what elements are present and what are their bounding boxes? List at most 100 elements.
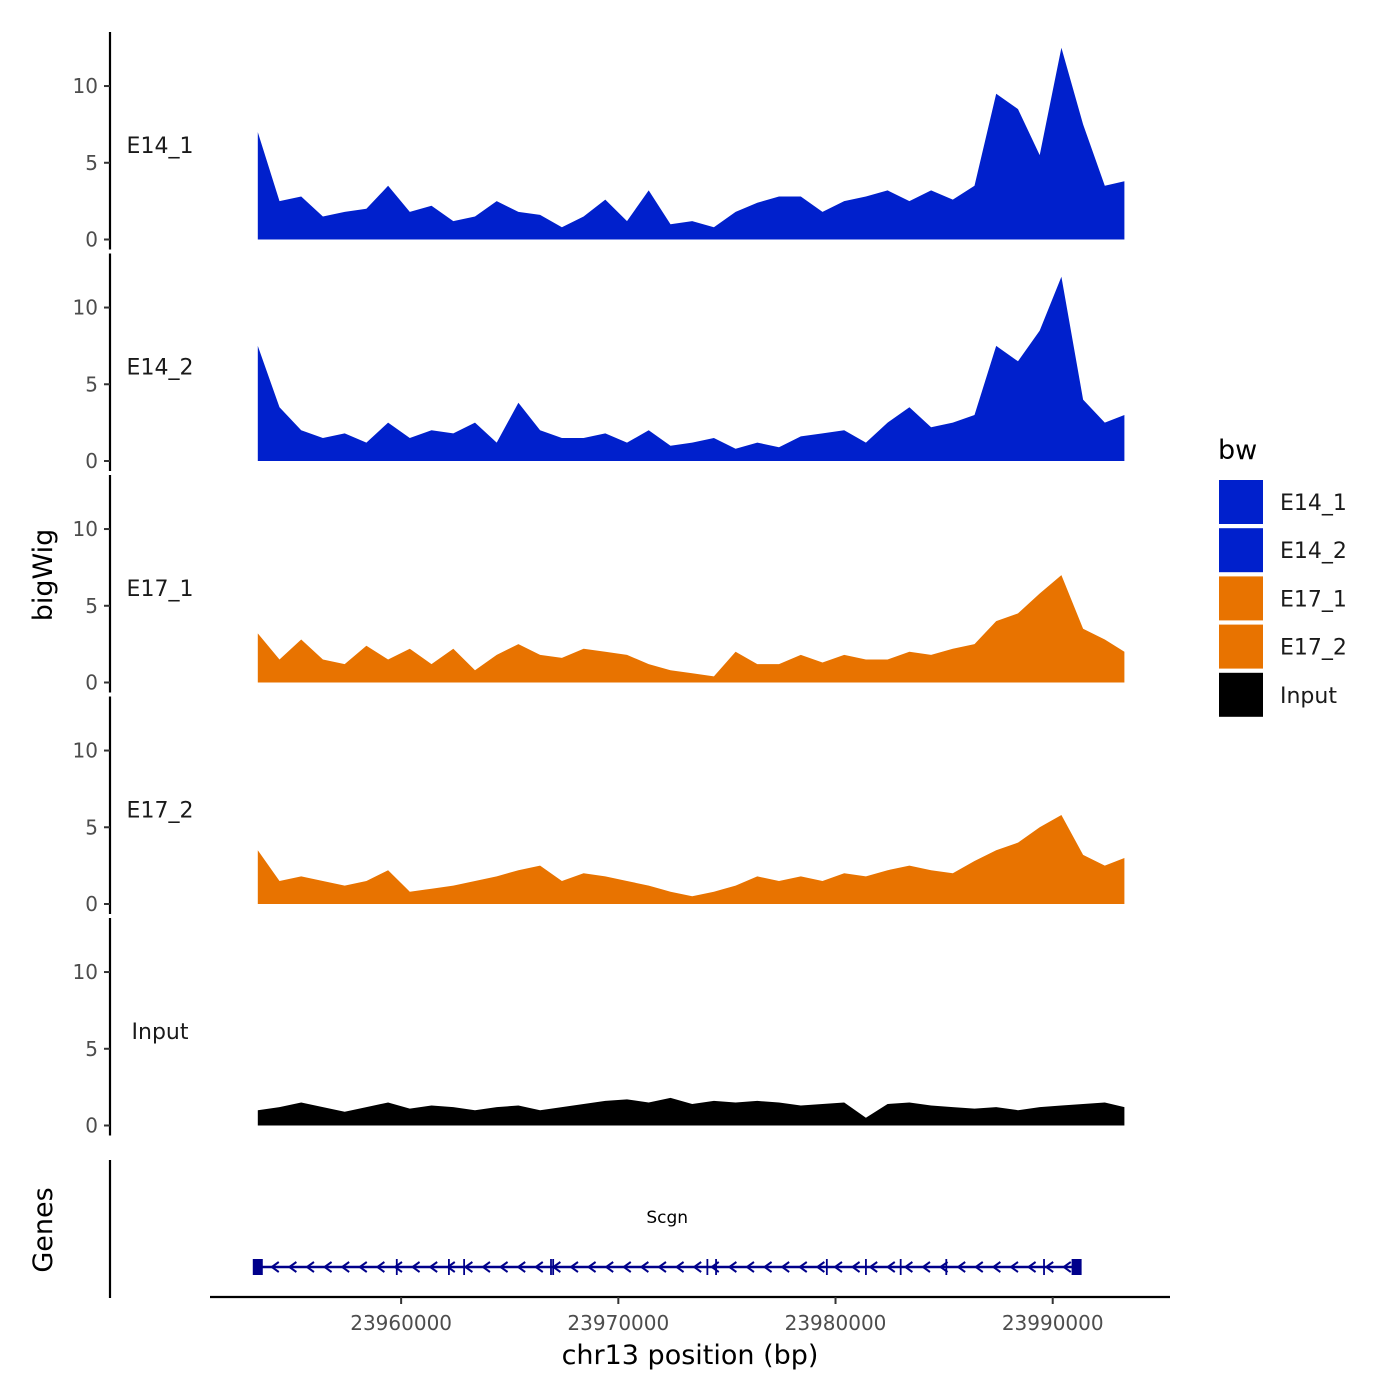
y-tick-label: 0	[85, 1114, 98, 1138]
gene-exon	[252, 1259, 263, 1275]
legend: bw E14_1 E14_2 E17_1 E17_2 Input	[1218, 435, 1347, 717]
y-tick-label: 5	[85, 594, 98, 618]
strand-arrow	[463, 1261, 473, 1273]
strand-arrow	[745, 1261, 755, 1273]
strand-arrow	[322, 1261, 333, 1273]
strand-arrow	[762, 1261, 773, 1273]
x-tick-label: 23990000	[1002, 1311, 1104, 1335]
strand-arrow	[516, 1261, 526, 1273]
y-tick-label: 5	[85, 151, 98, 175]
signal-area-e17_2	[257, 815, 1125, 904]
strand-arrow	[956, 1261, 966, 1273]
track-label-e17_2: E17_2	[127, 798, 194, 823]
signal-area-e14_1	[257, 47, 1125, 240]
gene-name-label: Scgn	[646, 1208, 688, 1228]
y-tick-label: 10	[73, 296, 98, 320]
y-axis-title: bigWig	[28, 529, 59, 622]
strand-arrow	[974, 1261, 984, 1273]
legend-swatch-e17_1	[1219, 576, 1263, 621]
track-label-e14_2: E14_2	[127, 355, 194, 380]
strand-arrow	[534, 1261, 544, 1273]
strand-arrow	[358, 1261, 368, 1273]
strand-arrow	[481, 1261, 491, 1273]
strand-arrow	[850, 1261, 861, 1273]
x-axis-title: chr13 position (bp)	[562, 1340, 819, 1371]
legend-swatch-e17_2	[1219, 624, 1263, 669]
gene-model-scgn	[252, 1259, 1082, 1275]
strand-arrow	[886, 1261, 896, 1273]
track-panel-input: 0 5 10 Input	[73, 918, 1125, 1138]
gene-exon	[1071, 1259, 1082, 1275]
strand-arrow	[569, 1261, 579, 1273]
strand-arrow	[938, 1261, 949, 1273]
legend-label-e14_1: E14_1	[1280, 491, 1347, 516]
y-tick-label: 0	[85, 228, 98, 252]
strand-arrow	[692, 1261, 702, 1273]
strand-arrow	[815, 1261, 825, 1273]
x-axis-ticks: 23960000 23970000 23980000 23990000	[350, 1297, 1104, 1335]
genes-axis-title: Genes	[28, 1187, 59, 1272]
y-tick-label: 10	[73, 960, 98, 984]
legend-label-input: Input	[1280, 684, 1337, 709]
strand-arrow	[903, 1261, 913, 1273]
strand-arrow	[586, 1261, 597, 1273]
strand-arrow	[639, 1261, 649, 1273]
strand-arrow	[428, 1261, 438, 1273]
y-tick-label: 5	[85, 1037, 98, 1061]
legend-swatch-e14_1	[1219, 480, 1263, 524]
y-tick-label: 5	[85, 372, 98, 396]
strand-arrow	[410, 1261, 421, 1273]
strand-arrow	[622, 1261, 632, 1273]
strand-arrow	[921, 1261, 931, 1273]
y-tick-label: 10	[73, 517, 98, 541]
x-tick-label: 23970000	[567, 1311, 669, 1335]
strand-arrow	[674, 1261, 685, 1273]
track-label-e17_1: E17_1	[127, 577, 194, 602]
legend-entries: E14_1 E14_2 E17_1 E17_2 Input	[1219, 480, 1347, 717]
strand-arrow	[991, 1261, 1001, 1273]
legend-title: bw	[1218, 435, 1257, 466]
strand-arrow	[727, 1261, 737, 1273]
x-axis: 23960000 23970000 23980000 23990000 chr13 p…	[210, 1295, 1170, 1371]
strand-arrow	[498, 1261, 509, 1273]
strand-arrow	[270, 1261, 280, 1273]
legend-label-e17_1: E17_1	[1280, 587, 1347, 612]
signal-area-e17_1	[257, 575, 1125, 683]
legend-label-e17_2: E17_2	[1280, 636, 1347, 661]
y-tick-label: 10	[73, 739, 98, 763]
track-panel-e17_1: 0 5 10 E17_1	[73, 475, 1125, 695]
strand-arrow	[868, 1261, 878, 1273]
signal-area-input	[257, 1097, 1125, 1126]
track-label-input: Input	[132, 1020, 189, 1045]
y-tick-label: 0	[85, 671, 98, 695]
signal-area-e14_2	[257, 276, 1125, 461]
signal-tracks: 0 5 10 E14_1 0 5 10 E14_2 0 5 10 E17_1 0 5 10 E17_2 0 5 10…	[73, 32, 1125, 1138]
track-panel-e17_2: 0 5 10 E17_2	[73, 696, 1125, 916]
x-tick-label: 23980000	[785, 1311, 887, 1335]
strand-arrow	[305, 1261, 315, 1273]
legend-swatch-e14_2	[1219, 528, 1263, 573]
gene-track: Genes Scgn	[28, 1160, 1082, 1298]
track-panel-e14_2: 0 5 10 E14_2	[73, 253, 1125, 473]
strand-arrow	[798, 1261, 808, 1273]
strand-arrow	[287, 1261, 297, 1273]
strand-arrow	[1062, 1261, 1072, 1273]
y-tick-label: 5	[85, 815, 98, 839]
track-panel-e14_1: 0 5 10 E14_1	[73, 32, 1125, 252]
strand-arrow	[446, 1261, 456, 1273]
strand-arrow	[375, 1261, 385, 1273]
strand-arrow	[1044, 1261, 1054, 1273]
track-label-e14_1: E14_1	[127, 134, 194, 159]
strand-arrow	[340, 1261, 350, 1273]
strand-arrow	[833, 1261, 843, 1273]
strand-arrow	[604, 1261, 614, 1273]
y-tick-label: 10	[73, 74, 98, 98]
y-tick-label: 0	[85, 449, 98, 473]
x-tick-label: 23960000	[350, 1311, 452, 1335]
y-tick-label: 0	[85, 892, 98, 916]
strand-arrow	[393, 1261, 403, 1273]
strand-arrow	[657, 1261, 667, 1273]
legend-label-e14_2: E14_2	[1280, 539, 1347, 564]
strand-arrow	[1009, 1261, 1019, 1273]
